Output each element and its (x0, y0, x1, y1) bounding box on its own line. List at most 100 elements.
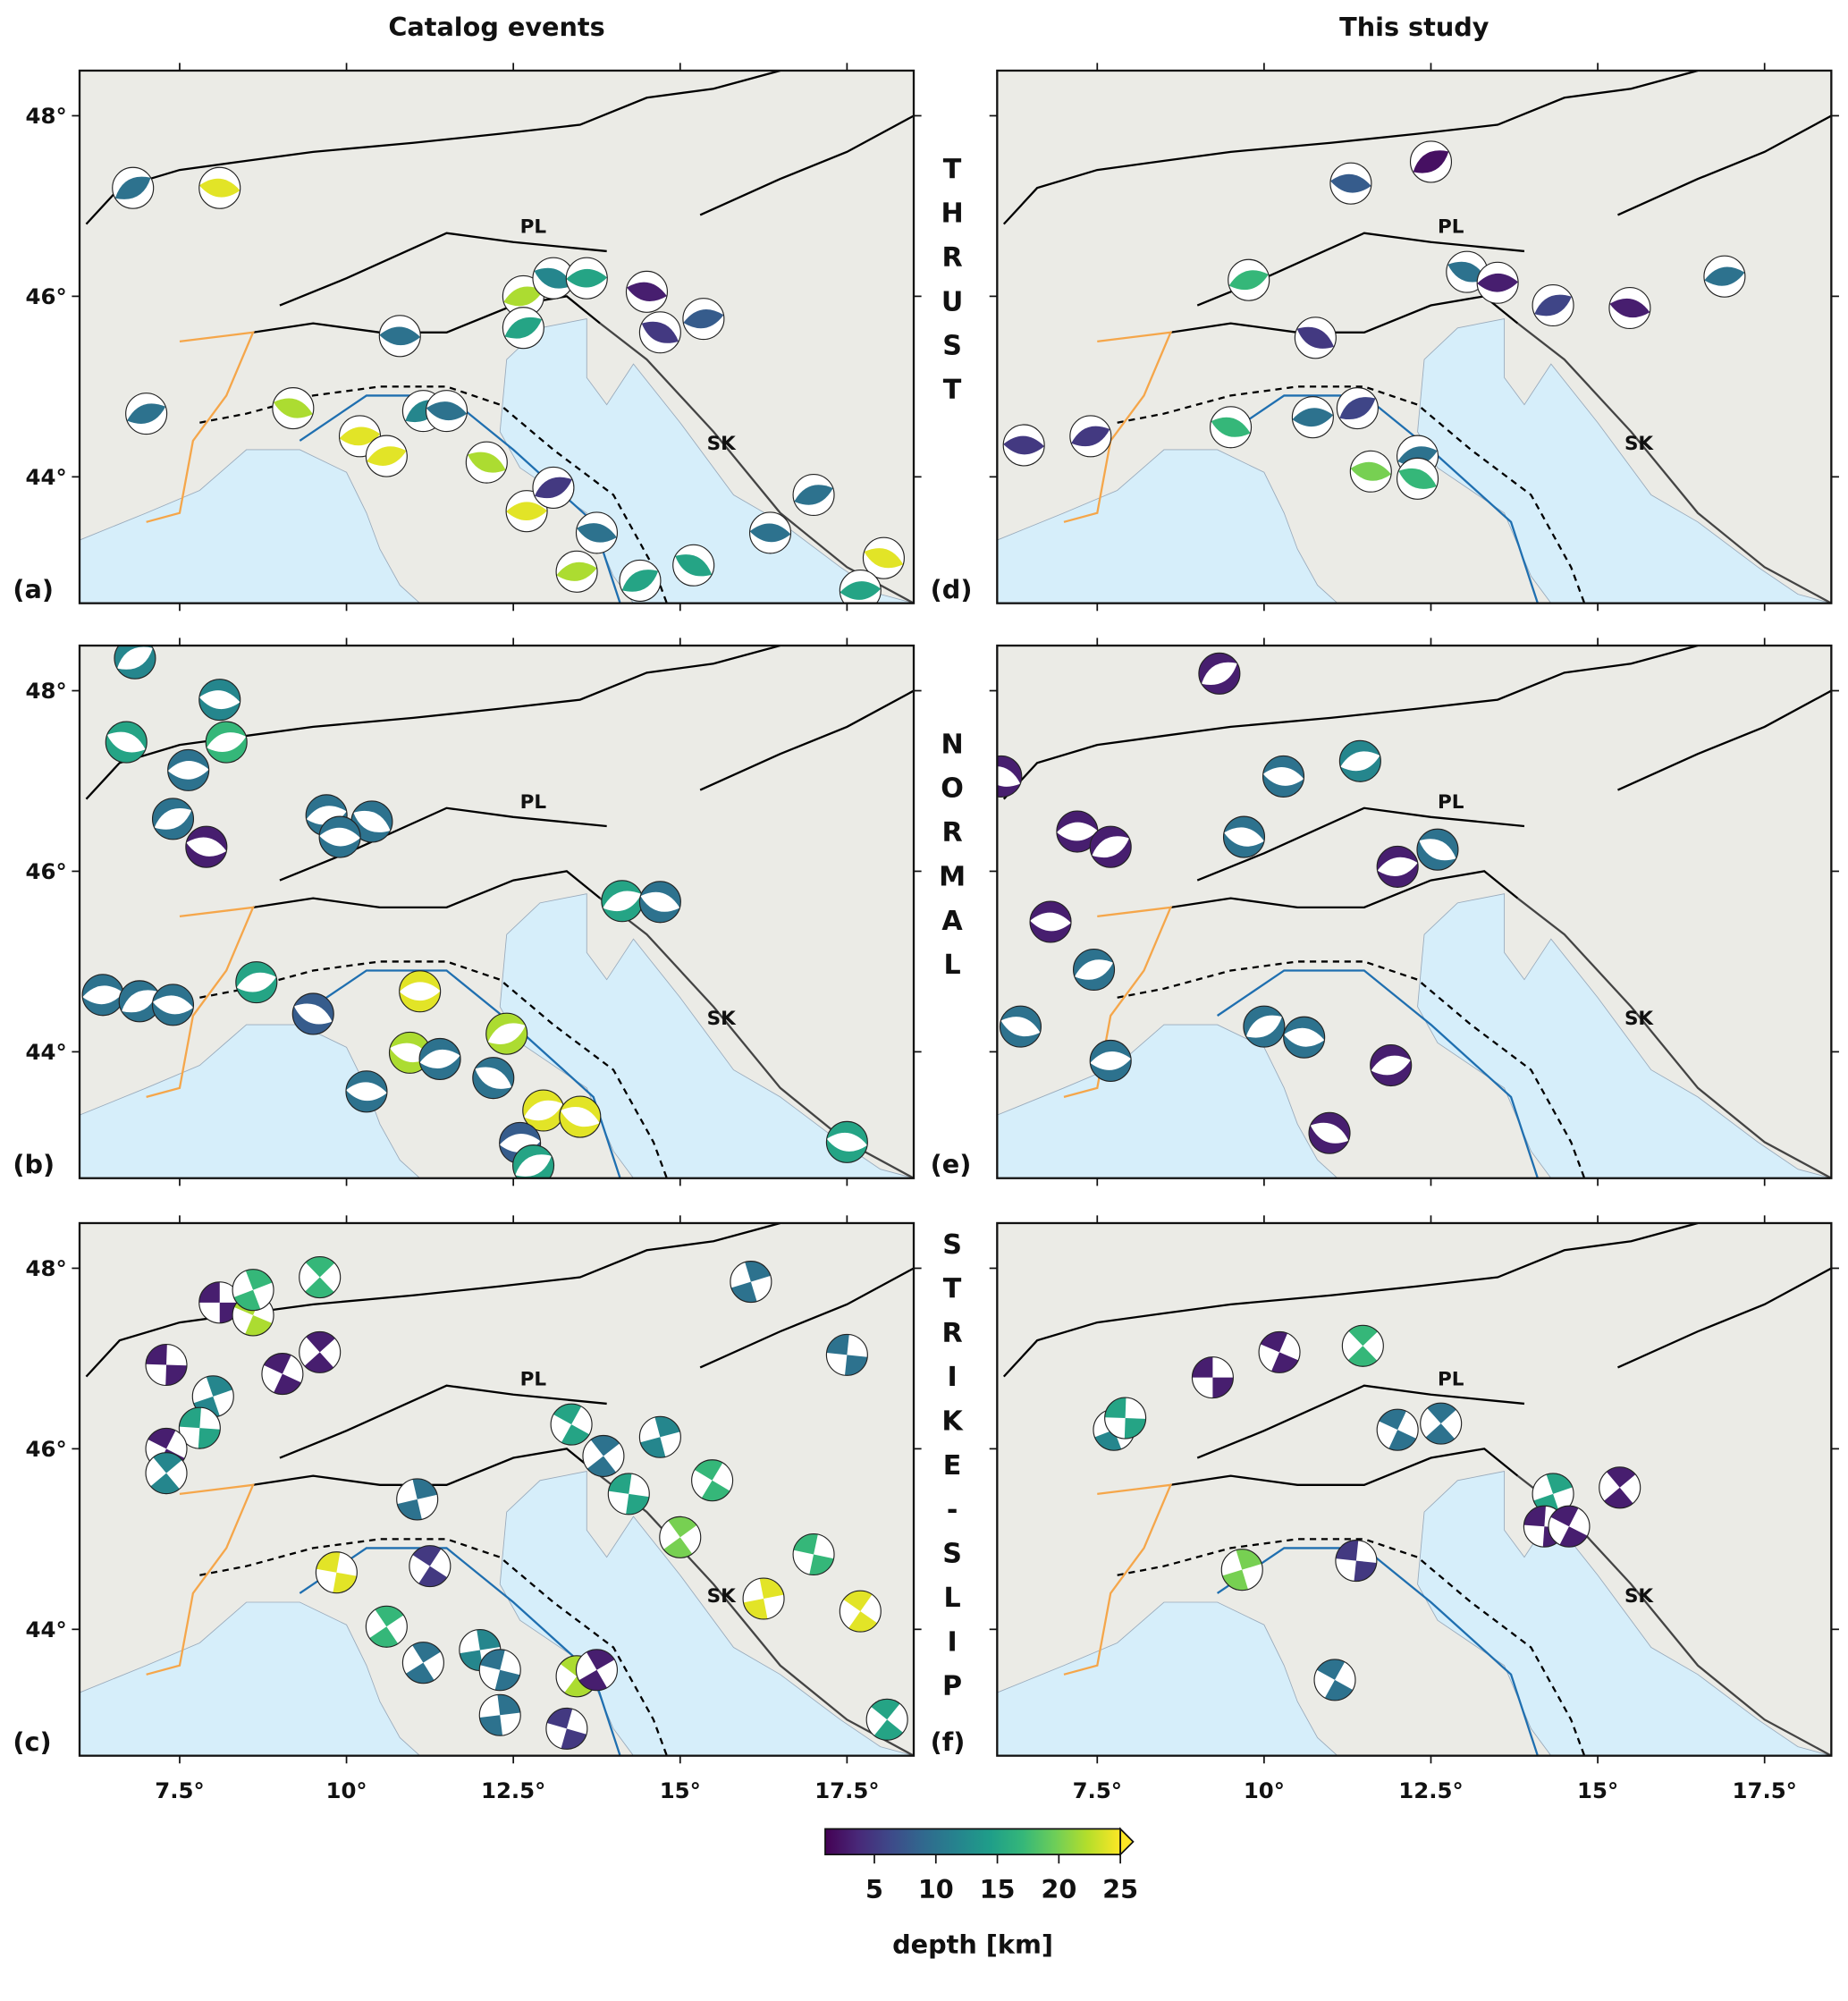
focal-mechanism (550, 1403, 593, 1446)
focal-mechanism (1608, 286, 1651, 330)
place-label: PL (520, 1369, 547, 1391)
fault-line (1002, 70, 1699, 225)
focal-mechanism (1376, 1408, 1419, 1451)
focal-mechanism (512, 1144, 555, 1178)
focal-mechanism (1376, 845, 1419, 888)
focal-mechanism (125, 393, 168, 435)
fault-line (1216, 1547, 1540, 1756)
focal-mechanism (1532, 283, 1574, 327)
focal-mechanism (1029, 900, 1072, 943)
focal-mechanism (1548, 1505, 1591, 1548)
focal-mechanism (742, 1577, 785, 1620)
focal-mechanism (112, 166, 155, 209)
focal-mechanism (522, 1089, 565, 1132)
fault-line (1063, 906, 1173, 1098)
sea (997, 1601, 1338, 1756)
focal-mechanism (365, 1605, 408, 1648)
focal-mechanism (1089, 825, 1132, 868)
focal-mechanism (502, 307, 544, 350)
map-area: PL SK (79, 70, 915, 604)
focal-mechanism (485, 1012, 528, 1055)
y-tick-label: 48° (26, 1255, 67, 1281)
focal-mechanism (1291, 396, 1334, 439)
focal-mechanism (478, 1649, 521, 1692)
focal-mechanism (235, 961, 278, 1004)
focal-mechanism (545, 1707, 588, 1750)
x-tick-label: 10° (325, 1777, 367, 1803)
place-label: PL (1438, 216, 1464, 239)
fault-line (146, 1483, 255, 1676)
focal-mechanism (1370, 1043, 1413, 1087)
focal-mechanism (865, 1698, 908, 1741)
focal-mechanism (1397, 457, 1439, 500)
y-tick-label: 48° (26, 678, 67, 704)
focal-mechanism (1089, 1039, 1132, 1083)
fault-line (1617, 114, 1832, 216)
focal-mechanism (1335, 1540, 1378, 1583)
x-tick-label: 7.5° (1073, 1777, 1122, 1803)
focal-mechanism (792, 473, 835, 517)
fault-line (199, 1538, 668, 1756)
focal-mechanism (81, 974, 124, 1017)
focal-mechanism (1228, 258, 1270, 301)
fault-line (1216, 969, 1540, 1178)
focal-mechanism (825, 1333, 868, 1376)
fault-line (1216, 394, 1540, 604)
focal-mechanism (472, 1057, 515, 1100)
fault-line (1196, 806, 1525, 882)
x-tick-label: 12.5° (1398, 1777, 1463, 1803)
focal-mechanism (318, 815, 361, 858)
focal-mechanism (205, 721, 248, 764)
place-label: SK (707, 1585, 737, 1608)
focal-mechanism (565, 257, 608, 300)
focal-mechanism (167, 748, 210, 791)
map-area: PL SK (997, 1222, 1832, 1756)
fault-line (1617, 689, 1832, 791)
sea (79, 1024, 421, 1178)
sea (997, 449, 1338, 604)
fault-line (146, 331, 255, 523)
place-label: SK (1624, 1008, 1654, 1030)
focal-mechanism (1416, 828, 1459, 871)
focal-mechanism (1703, 255, 1746, 298)
focal-mechanism (638, 1415, 681, 1458)
x-tick-label: 17.5° (1733, 1777, 1797, 1803)
focal-mechanism (638, 311, 681, 354)
place-label: SK (1624, 433, 1654, 455)
focal-mechanism (1338, 739, 1381, 782)
y-tick-label: 48° (26, 103, 67, 129)
sea (79, 449, 421, 604)
panel-frame (996, 1221, 1833, 1757)
fault-line (699, 689, 915, 791)
panel-frame (78, 69, 916, 604)
focal-mechanism (839, 569, 882, 604)
column-title: Catalog events (388, 12, 604, 42)
focal-mechanism (1341, 1324, 1384, 1367)
fault-line (279, 232, 607, 307)
focal-mechanism (1222, 815, 1266, 858)
focal-mechanism (601, 880, 644, 923)
focal-mechanism (997, 755, 1023, 798)
focal-mechanism (198, 166, 241, 209)
focal-mechanism (425, 390, 468, 433)
focal-mechanism (659, 1516, 702, 1558)
panel-label: (f) (931, 1727, 966, 1757)
map-panel: PL SK 7.5° 10° 12.5° 15° 17.5° 44° 46° 48° (c) (13, 1215, 922, 1803)
focal-mechanism (232, 1269, 274, 1312)
focal-mechanism (862, 536, 905, 579)
fault-line (85, 646, 781, 800)
focal-mechanism (145, 1452, 188, 1495)
focal-mechanism (792, 1532, 835, 1576)
focal-mechanism (1210, 406, 1253, 449)
focal-mechanism (1002, 424, 1045, 467)
fault-line (699, 114, 915, 216)
sea (1417, 318, 1832, 604)
focal-mechanism (365, 435, 408, 477)
fault-line (279, 806, 607, 882)
panel-label: (a) (13, 574, 54, 604)
focal-mechanism (198, 679, 241, 722)
fault-line (1002, 646, 1699, 800)
focal-mechanism (272, 387, 315, 430)
map-panel: PL SK (e) (931, 637, 1839, 1186)
x-tick-label: 7.5° (155, 1777, 204, 1803)
